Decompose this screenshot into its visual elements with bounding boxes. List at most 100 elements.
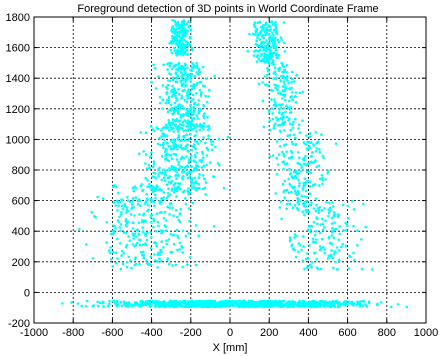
data-point (181, 120, 185, 124)
data-point (299, 305, 302, 309)
data-point (278, 108, 281, 111)
data-point (331, 205, 335, 208)
data-point (199, 122, 202, 126)
data-point (122, 231, 126, 234)
data-point (323, 248, 327, 251)
data-point (182, 19, 185, 23)
data-point (130, 266, 133, 270)
data-point (193, 102, 196, 106)
data-point (140, 220, 144, 224)
data-point (263, 75, 267, 78)
data-point (157, 304, 161, 308)
data-point (290, 91, 294, 94)
data-point (328, 201, 331, 205)
data-point (170, 189, 174, 192)
data-point (210, 148, 214, 152)
data-point (173, 92, 176, 95)
x-tick-label: 200 (260, 327, 278, 339)
data-point (150, 151, 153, 154)
data-point (198, 173, 201, 176)
data-point (181, 190, 185, 194)
data-point (289, 96, 292, 99)
data-point (308, 132, 312, 135)
data-point (314, 197, 318, 200)
data-point (165, 153, 169, 156)
data-point (268, 51, 272, 54)
data-point (175, 68, 178, 71)
data-point (351, 199, 354, 203)
data-point (186, 176, 190, 180)
data-point (321, 176, 324, 180)
data-point (188, 207, 191, 210)
data-point (123, 202, 126, 206)
data-point (168, 206, 171, 210)
data-point (185, 113, 188, 117)
data-point (191, 145, 194, 148)
data-point (295, 176, 298, 180)
data-point (257, 305, 261, 308)
data-point (285, 150, 289, 154)
data-point (252, 54, 256, 57)
data-point (266, 43, 270, 47)
data-point (193, 176, 197, 180)
data-point (251, 32, 255, 36)
data-point (267, 37, 271, 40)
data-point (292, 80, 296, 83)
data-point (148, 166, 151, 170)
data-point (146, 300, 149, 303)
data-point (172, 144, 175, 147)
data-point (330, 234, 334, 237)
data-point (187, 158, 191, 161)
data-point (174, 108, 178, 112)
data-point (149, 246, 153, 250)
data-point (328, 241, 332, 245)
data-point (148, 155, 152, 159)
data-point (192, 143, 196, 146)
data-point (389, 305, 393, 309)
data-point (294, 255, 298, 259)
data-point (202, 114, 205, 118)
data-point (268, 155, 272, 158)
data-point (315, 147, 319, 150)
data-point (291, 206, 295, 209)
data-point (274, 45, 277, 49)
data-point (282, 304, 286, 308)
data-point (275, 31, 279, 35)
data-point (323, 251, 327, 255)
data-point (190, 87, 194, 91)
data-point (119, 229, 122, 233)
data-point (181, 104, 184, 108)
data-point (186, 91, 189, 95)
y-tick-label: -200 (8, 318, 30, 330)
data-point (304, 154, 307, 158)
data-point (356, 244, 359, 247)
data-point (179, 44, 182, 47)
data-point (105, 241, 108, 244)
data-point (305, 170, 309, 174)
data-point (284, 162, 287, 166)
data-point (308, 180, 312, 183)
data-point (268, 62, 271, 66)
data-point (302, 235, 305, 238)
data-point (332, 303, 336, 307)
data-point (171, 118, 175, 121)
data-point (161, 107, 164, 110)
data-point (196, 164, 200, 168)
data-point (185, 133, 188, 136)
data-point (190, 165, 193, 169)
data-point (255, 30, 258, 34)
data-point (321, 228, 325, 232)
data-point (224, 299, 227, 303)
data-point (187, 139, 190, 142)
data-point (194, 155, 197, 159)
data-point (144, 131, 148, 134)
data-point (212, 301, 216, 304)
data-point (131, 197, 135, 200)
data-point (337, 238, 341, 242)
data-point (367, 300, 371, 304)
data-point (293, 236, 296, 239)
data-point (278, 103, 281, 107)
data-point (134, 235, 138, 238)
data-point (285, 104, 288, 108)
data-point (195, 299, 199, 303)
